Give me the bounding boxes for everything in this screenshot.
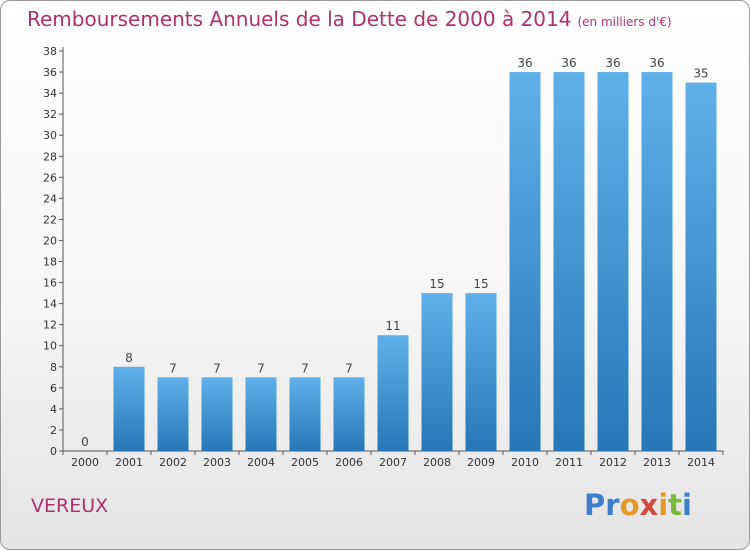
x-tick-label-2000: 2000 <box>71 456 99 469</box>
value-label-2010: 36 <box>517 56 532 70</box>
bar-2006 <box>333 377 365 451</box>
x-tick-label-2002: 2002 <box>159 456 187 469</box>
x-tick-label-2010: 2010 <box>511 456 539 469</box>
y-tick-label: 18 <box>43 256 57 269</box>
bar-2001 <box>113 366 145 451</box>
y-tick-label: 26 <box>43 171 57 184</box>
commune-name: VEREUX <box>31 495 109 517</box>
x-tick-label-2005: 2005 <box>291 456 319 469</box>
y-tick-label: 12 <box>43 319 57 332</box>
value-label-2005: 7 <box>301 361 309 375</box>
bar-2008 <box>421 293 453 451</box>
y-tick-label: 0 <box>50 445 57 458</box>
y-tick-label: 34 <box>43 87 57 100</box>
value-label-2006: 7 <box>345 361 353 375</box>
value-label-2001: 8 <box>125 351 133 365</box>
value-label-2004: 7 <box>257 361 265 375</box>
x-tick-label-2011: 2011 <box>555 456 583 469</box>
bar-2012 <box>597 72 629 451</box>
x-tick-label-2004: 2004 <box>247 456 275 469</box>
bar-2009 <box>465 293 497 451</box>
bar-2010 <box>509 72 541 451</box>
y-tick-label: 32 <box>43 108 57 121</box>
y-tick-label: 28 <box>43 150 57 163</box>
y-tick-label: 22 <box>43 213 57 226</box>
x-tick-label-2012: 2012 <box>599 456 627 469</box>
x-tick-label-2003: 2003 <box>203 456 231 469</box>
x-tick-label-2001: 2001 <box>115 456 143 469</box>
value-label-2013: 36 <box>649 56 664 70</box>
x-tick-label-2013: 2013 <box>643 456 671 469</box>
y-tick-label: 16 <box>43 277 57 290</box>
y-tick-label: 14 <box>43 298 57 311</box>
value-label-2003: 7 <box>213 361 221 375</box>
proxiti-logo: Proxiti <box>584 488 692 522</box>
y-tick-label: 8 <box>50 361 57 374</box>
x-tick-label-2009: 2009 <box>467 456 495 469</box>
bar-2004 <box>245 377 277 451</box>
value-label-2012: 36 <box>605 56 620 70</box>
value-label-2011: 36 <box>561 56 576 70</box>
y-tick-label: 10 <box>43 340 57 353</box>
y-tick-label: 36 <box>43 66 57 79</box>
bar-2005 <box>289 377 321 451</box>
bar-2011 <box>553 72 585 451</box>
value-label-2000: 0 <box>81 435 89 449</box>
bar-2002 <box>157 377 189 451</box>
bar-2013 <box>641 72 673 451</box>
chart-title: Remboursements Annuels de la Dette de 20… <box>27 7 672 31</box>
value-label-2007: 11 <box>385 319 400 333</box>
y-tick-label: 6 <box>50 382 57 395</box>
y-tick-label: 2 <box>50 424 57 437</box>
x-tick-label-2008: 2008 <box>423 456 451 469</box>
x-tick-label-2007: 2007 <box>379 456 407 469</box>
x-tick-label-2014: 2014 <box>687 456 715 469</box>
y-tick-label: 30 <box>43 129 57 142</box>
value-label-2009: 15 <box>473 277 488 291</box>
bar-2007 <box>377 335 409 451</box>
y-tick-label: 24 <box>43 192 57 205</box>
bar-2003 <box>201 377 233 451</box>
y-tick-label: 38 <box>43 45 57 58</box>
value-label-2014: 35 <box>693 67 708 81</box>
y-tick-label: 20 <box>43 234 57 247</box>
y-tick-label: 4 <box>50 403 57 416</box>
value-label-2002: 7 <box>169 361 177 375</box>
x-tick-label-2006: 2006 <box>335 456 363 469</box>
bar-2014 <box>685 82 717 451</box>
chart-unit: (en milliers d'€) <box>577 15 672 29</box>
value-label-2008: 15 <box>429 277 444 291</box>
